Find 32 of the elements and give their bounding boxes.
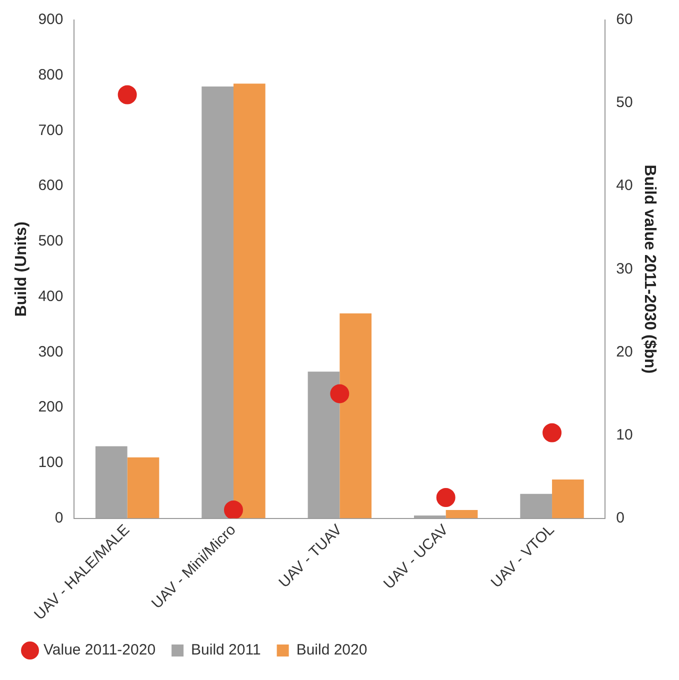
point bbox=[118, 85, 137, 104]
y-axis-title: Build (Units) bbox=[13, 222, 30, 317]
bar bbox=[127, 457, 160, 518]
y-tick-label: 600 bbox=[38, 177, 64, 194]
legend-label: Build 2011 bbox=[191, 642, 261, 659]
y-tick-label: 800 bbox=[38, 66, 64, 84]
y-tick-label: 300 bbox=[38, 343, 64, 360]
y-tick-label: 100 bbox=[38, 454, 64, 472]
bar bbox=[446, 510, 478, 518]
point bbox=[542, 423, 562, 442]
bar bbox=[552, 480, 584, 518]
point bbox=[330, 384, 350, 404]
y2-tick-label: 30 bbox=[616, 260, 633, 278]
y-tick-label: 200 bbox=[38, 398, 64, 416]
y2-tick-label: 40 bbox=[616, 177, 633, 194]
legend-label: Value 2011-2020 bbox=[44, 642, 156, 659]
y-tick-label: 900 bbox=[38, 11, 64, 28]
y2-tick-label: 0 bbox=[616, 509, 624, 526]
y-tick-label: 700 bbox=[38, 122, 64, 139]
y-tick-label: 0 bbox=[54, 509, 64, 526]
y2-tick-label: 60 bbox=[616, 11, 633, 28]
bar bbox=[340, 313, 372, 518]
bar bbox=[233, 84, 266, 518]
point bbox=[436, 488, 456, 508]
y2-tick-label: 50 bbox=[616, 94, 633, 112]
legend-label: Build 2020 bbox=[296, 642, 368, 659]
point bbox=[224, 500, 243, 518]
y2-tick-label: 10 bbox=[616, 426, 633, 444]
y-tick-label: 400 bbox=[38, 288, 64, 305]
y2-tick-label: 20 bbox=[616, 343, 633, 360]
y2-axis-title: Build value 2011-2030 ($bn) bbox=[640, 164, 658, 374]
y-tick-label: 500 bbox=[38, 232, 64, 250]
